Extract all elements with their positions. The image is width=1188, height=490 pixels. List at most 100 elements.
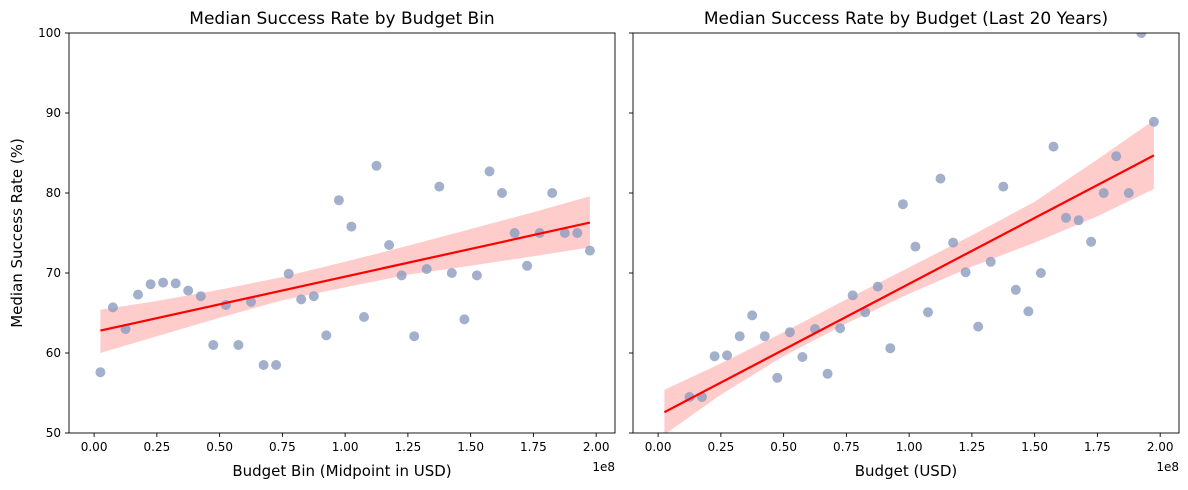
data-point xyxy=(183,285,194,296)
data-point xyxy=(948,237,959,248)
data-point xyxy=(1148,116,1159,127)
data-point xyxy=(107,302,118,313)
axes-frame xyxy=(632,32,1180,434)
data-point xyxy=(497,188,507,198)
data-point xyxy=(797,352,808,362)
confidence-band xyxy=(664,120,1154,433)
data-point xyxy=(1111,151,1122,162)
y-tick-label: 80 xyxy=(46,186,61,200)
data-point xyxy=(434,181,445,192)
data-point xyxy=(359,312,369,322)
regression-line xyxy=(663,154,1155,414)
data-point xyxy=(258,360,269,370)
data-point xyxy=(998,181,1009,192)
x-tick-label: 1.00 xyxy=(332,440,359,454)
data-point xyxy=(283,268,294,279)
data-point xyxy=(246,296,256,307)
data-point xyxy=(897,199,908,210)
data-point xyxy=(296,294,307,305)
x-tick-label: 0.75 xyxy=(833,440,860,454)
data-point xyxy=(847,290,858,301)
y-tick-label: 100 xyxy=(38,26,61,40)
x-tick-label: 0.00 xyxy=(645,440,672,454)
data-point xyxy=(133,289,143,300)
data-point xyxy=(421,264,432,274)
data-point xyxy=(446,268,457,278)
data-point xyxy=(208,340,219,350)
data-point xyxy=(1123,188,1134,198)
x-tick-label: 2.00 xyxy=(583,440,610,454)
x-tick-label: 0.00 xyxy=(81,440,108,454)
y-tick-label: 60 xyxy=(46,346,61,360)
data-point xyxy=(1010,284,1021,295)
x-tick-label: 0.75 xyxy=(269,440,296,454)
x-axis-label: Budget (USD) xyxy=(855,462,957,480)
data-point xyxy=(1073,215,1084,226)
data-point xyxy=(321,330,332,341)
data-point xyxy=(471,270,482,281)
x-tick-label: 0.50 xyxy=(206,440,233,454)
data-point xyxy=(459,314,470,325)
regression-line xyxy=(100,221,591,332)
data-point xyxy=(371,160,382,171)
data-point xyxy=(384,240,395,250)
x-tick-label: 1.00 xyxy=(896,440,923,454)
data-point xyxy=(409,331,420,342)
x-tick-label: 0.25 xyxy=(708,440,735,454)
y-axis-label: Median Success Rate (%) xyxy=(8,138,26,328)
data-point xyxy=(709,351,720,362)
data-point xyxy=(1136,33,1147,38)
axes-frame xyxy=(68,32,616,434)
data-point xyxy=(522,260,533,271)
data-point xyxy=(346,221,357,232)
x-tick-label: 1.75 xyxy=(1084,440,1111,454)
x-offset-label: 1e8 xyxy=(592,460,615,474)
data-point xyxy=(271,360,282,370)
data-point xyxy=(1061,212,1071,223)
data-point xyxy=(547,188,558,198)
data-point xyxy=(822,368,833,379)
data-point xyxy=(759,331,770,342)
x-tick-label: 1.25 xyxy=(959,440,986,454)
data-point xyxy=(910,241,921,252)
x-axis-label: Budget Bin (Midpoint in USD) xyxy=(232,462,451,480)
data-point xyxy=(584,245,595,256)
data-point xyxy=(872,281,883,292)
data-point xyxy=(860,307,871,318)
x-offset-label: 1e8 xyxy=(1156,460,1179,474)
data-point xyxy=(923,307,933,318)
y-tick-label: 70 xyxy=(46,266,61,280)
data-point xyxy=(1086,236,1097,247)
data-point xyxy=(985,256,996,267)
data-point xyxy=(722,350,733,361)
data-point xyxy=(734,331,745,342)
data-point xyxy=(95,367,106,378)
data-point xyxy=(308,291,319,302)
data-point xyxy=(784,327,795,338)
right-chart: 0.00 0.25 0.50 0.75 1.00 1.25 1.50 1.75 2.00 1e8 M… xyxy=(629,9,1180,480)
data-point xyxy=(1035,268,1046,278)
x-tick-label: 0.25 xyxy=(144,440,171,454)
data-point xyxy=(572,228,583,238)
x-tick-label: 1.75 xyxy=(520,440,547,454)
data-point xyxy=(333,195,344,206)
data-point xyxy=(509,228,520,238)
data-point xyxy=(195,291,206,302)
data-point xyxy=(170,278,181,289)
chart-title: Median Success Rate by Budget (Last 20 Y… xyxy=(704,9,1108,29)
data-point xyxy=(158,277,169,288)
data-point xyxy=(960,267,971,278)
data-point xyxy=(1023,306,1034,317)
data-point xyxy=(559,228,570,238)
plot-area xyxy=(95,160,595,378)
data-point xyxy=(1098,188,1109,198)
y-tick-label: 90 xyxy=(46,106,61,120)
data-point xyxy=(835,323,846,334)
data-point xyxy=(973,321,984,332)
x-tick-label: 1.25 xyxy=(395,440,422,454)
data-point xyxy=(772,372,783,383)
data-point xyxy=(747,310,758,321)
x-tick-label: 0.50 xyxy=(770,440,797,454)
left-chart: 0.00 0.25 0.50 0.75 1.00 1.25 1.50 1.75 2.00 50 60… xyxy=(8,9,616,480)
x-tick-label: 1.50 xyxy=(457,440,484,454)
